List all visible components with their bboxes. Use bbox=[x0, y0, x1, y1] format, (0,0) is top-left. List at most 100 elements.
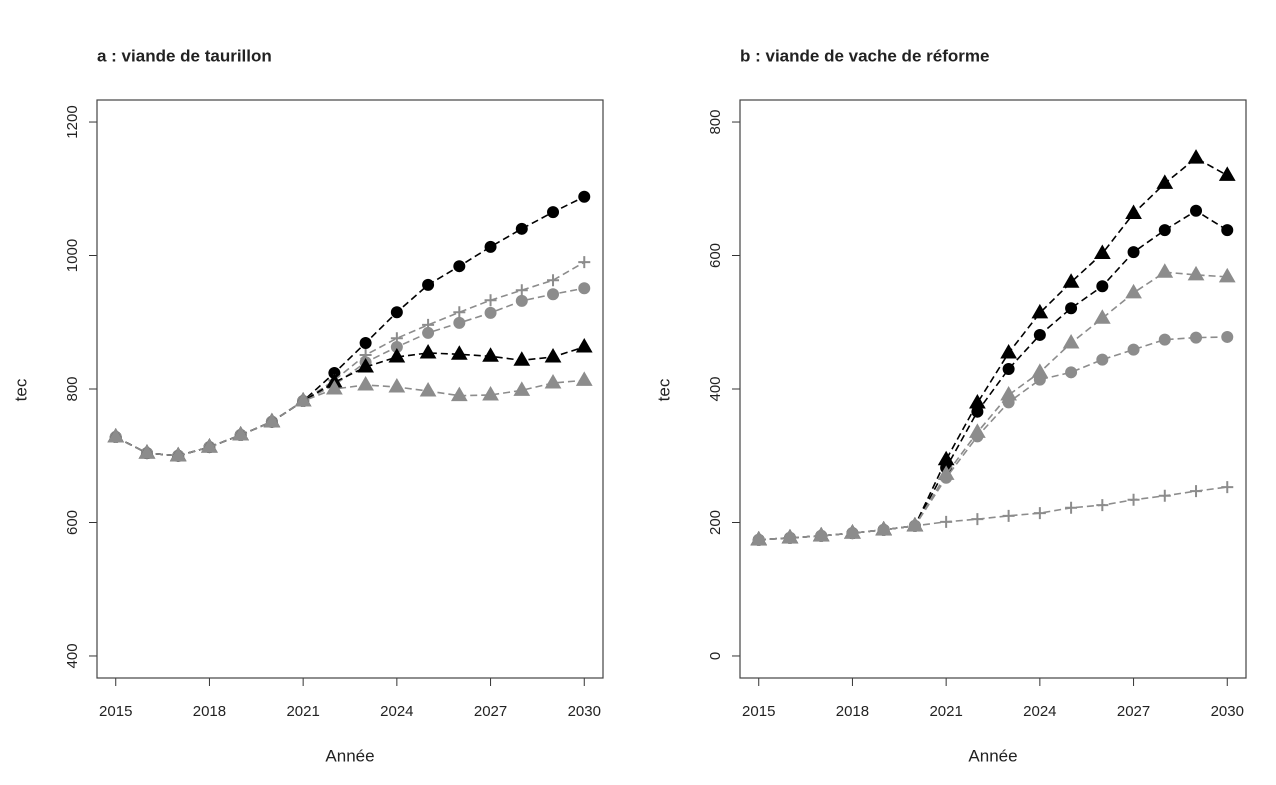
marker bbox=[169, 446, 187, 462]
y-tick-label: 1000 bbox=[64, 239, 81, 272]
marker bbox=[1190, 204, 1203, 217]
marker bbox=[1065, 501, 1078, 514]
marker bbox=[877, 523, 890, 536]
series-line bbox=[758, 271, 1228, 541]
marker bbox=[1125, 204, 1142, 219]
marker bbox=[971, 430, 984, 443]
marker bbox=[846, 527, 859, 540]
marker bbox=[1125, 283, 1142, 299]
marker bbox=[1127, 343, 1140, 356]
marker bbox=[1002, 362, 1015, 375]
x-tick-label: 2018 bbox=[193, 703, 226, 720]
marker bbox=[201, 438, 218, 453]
marker bbox=[453, 316, 466, 329]
marker bbox=[1190, 485, 1203, 498]
x-axis-label: Année bbox=[325, 746, 374, 765]
marker bbox=[1156, 263, 1174, 278]
marker bbox=[1065, 366, 1078, 379]
marker bbox=[1000, 343, 1017, 359]
marker bbox=[107, 428, 125, 443]
x-axis-label: Année bbox=[968, 746, 1017, 765]
plot-frame bbox=[96, 99, 604, 679]
marker bbox=[1002, 509, 1015, 522]
y-tick-label: 800 bbox=[64, 376, 81, 401]
marker bbox=[515, 294, 528, 307]
marker bbox=[578, 282, 591, 295]
marker bbox=[357, 375, 374, 391]
marker bbox=[1190, 331, 1203, 344]
marker bbox=[940, 515, 953, 528]
marker bbox=[940, 471, 953, 484]
marker bbox=[1187, 265, 1205, 281]
marker bbox=[1218, 166, 1236, 181]
marker bbox=[232, 426, 250, 441]
marker bbox=[1093, 244, 1111, 260]
marker bbox=[783, 531, 796, 544]
x-tick-label: 2030 bbox=[568, 703, 601, 720]
marker bbox=[547, 206, 560, 219]
marker bbox=[1158, 489, 1171, 502]
marker bbox=[388, 377, 406, 393]
marker bbox=[1033, 373, 1046, 386]
series-line bbox=[115, 287, 585, 457]
y-axis-label: tec bbox=[654, 378, 673, 401]
marker bbox=[390, 306, 403, 319]
marker bbox=[544, 347, 562, 363]
marker bbox=[1065, 302, 1078, 315]
marker bbox=[484, 294, 497, 307]
marker bbox=[1127, 493, 1140, 506]
marker bbox=[1156, 174, 1174, 189]
marker bbox=[1033, 507, 1046, 520]
chart-title: b : viande de vache de réforme bbox=[740, 46, 989, 65]
marker bbox=[450, 345, 468, 360]
marker bbox=[547, 288, 560, 301]
marker bbox=[453, 306, 466, 319]
marker bbox=[1033, 328, 1046, 341]
marker bbox=[294, 392, 312, 407]
marker bbox=[971, 513, 984, 526]
y-tick-label: 400 bbox=[707, 376, 724, 401]
marker bbox=[1127, 246, 1140, 259]
x-tick-label: 2015 bbox=[99, 703, 132, 720]
marker bbox=[1096, 353, 1109, 366]
y-axis-label: tec bbox=[11, 378, 30, 401]
marker bbox=[575, 371, 593, 386]
x-tick-label: 2027 bbox=[1117, 703, 1150, 720]
marker bbox=[422, 278, 435, 291]
marker bbox=[482, 386, 499, 401]
marker bbox=[1187, 149, 1205, 164]
marker bbox=[326, 379, 343, 395]
marker bbox=[450, 386, 468, 402]
marker bbox=[513, 351, 531, 366]
marker bbox=[578, 256, 591, 269]
marker bbox=[388, 347, 406, 363]
x-tick-label: 2030 bbox=[1211, 703, 1244, 720]
marker bbox=[482, 347, 499, 362]
plot-frame bbox=[739, 99, 1247, 679]
marker bbox=[1096, 499, 1109, 512]
marker bbox=[419, 343, 437, 359]
marker bbox=[1158, 224, 1171, 237]
y-tick-label: 400 bbox=[64, 643, 81, 668]
series-line bbox=[758, 336, 1228, 541]
marker bbox=[1221, 330, 1234, 343]
marker bbox=[1062, 273, 1080, 288]
marker bbox=[453, 260, 466, 273]
y-tick-label: 600 bbox=[64, 510, 81, 535]
y-tick-label: 0 bbox=[707, 652, 724, 660]
marker bbox=[359, 336, 372, 349]
marker bbox=[357, 357, 374, 373]
series-line bbox=[115, 346, 585, 457]
chart-title: a : viande de taurillon bbox=[97, 46, 272, 65]
series-line bbox=[115, 196, 585, 457]
marker bbox=[1218, 267, 1236, 283]
y-tick-label: 1200 bbox=[64, 105, 81, 138]
x-tick-label: 2027 bbox=[474, 703, 507, 720]
marker bbox=[1158, 333, 1171, 346]
series-line bbox=[758, 209, 1228, 541]
x-tick-label: 2021 bbox=[929, 703, 962, 720]
x-tick-label: 2024 bbox=[1023, 703, 1056, 720]
marker bbox=[1096, 280, 1109, 293]
marker bbox=[578, 190, 591, 203]
marker bbox=[575, 337, 593, 353]
